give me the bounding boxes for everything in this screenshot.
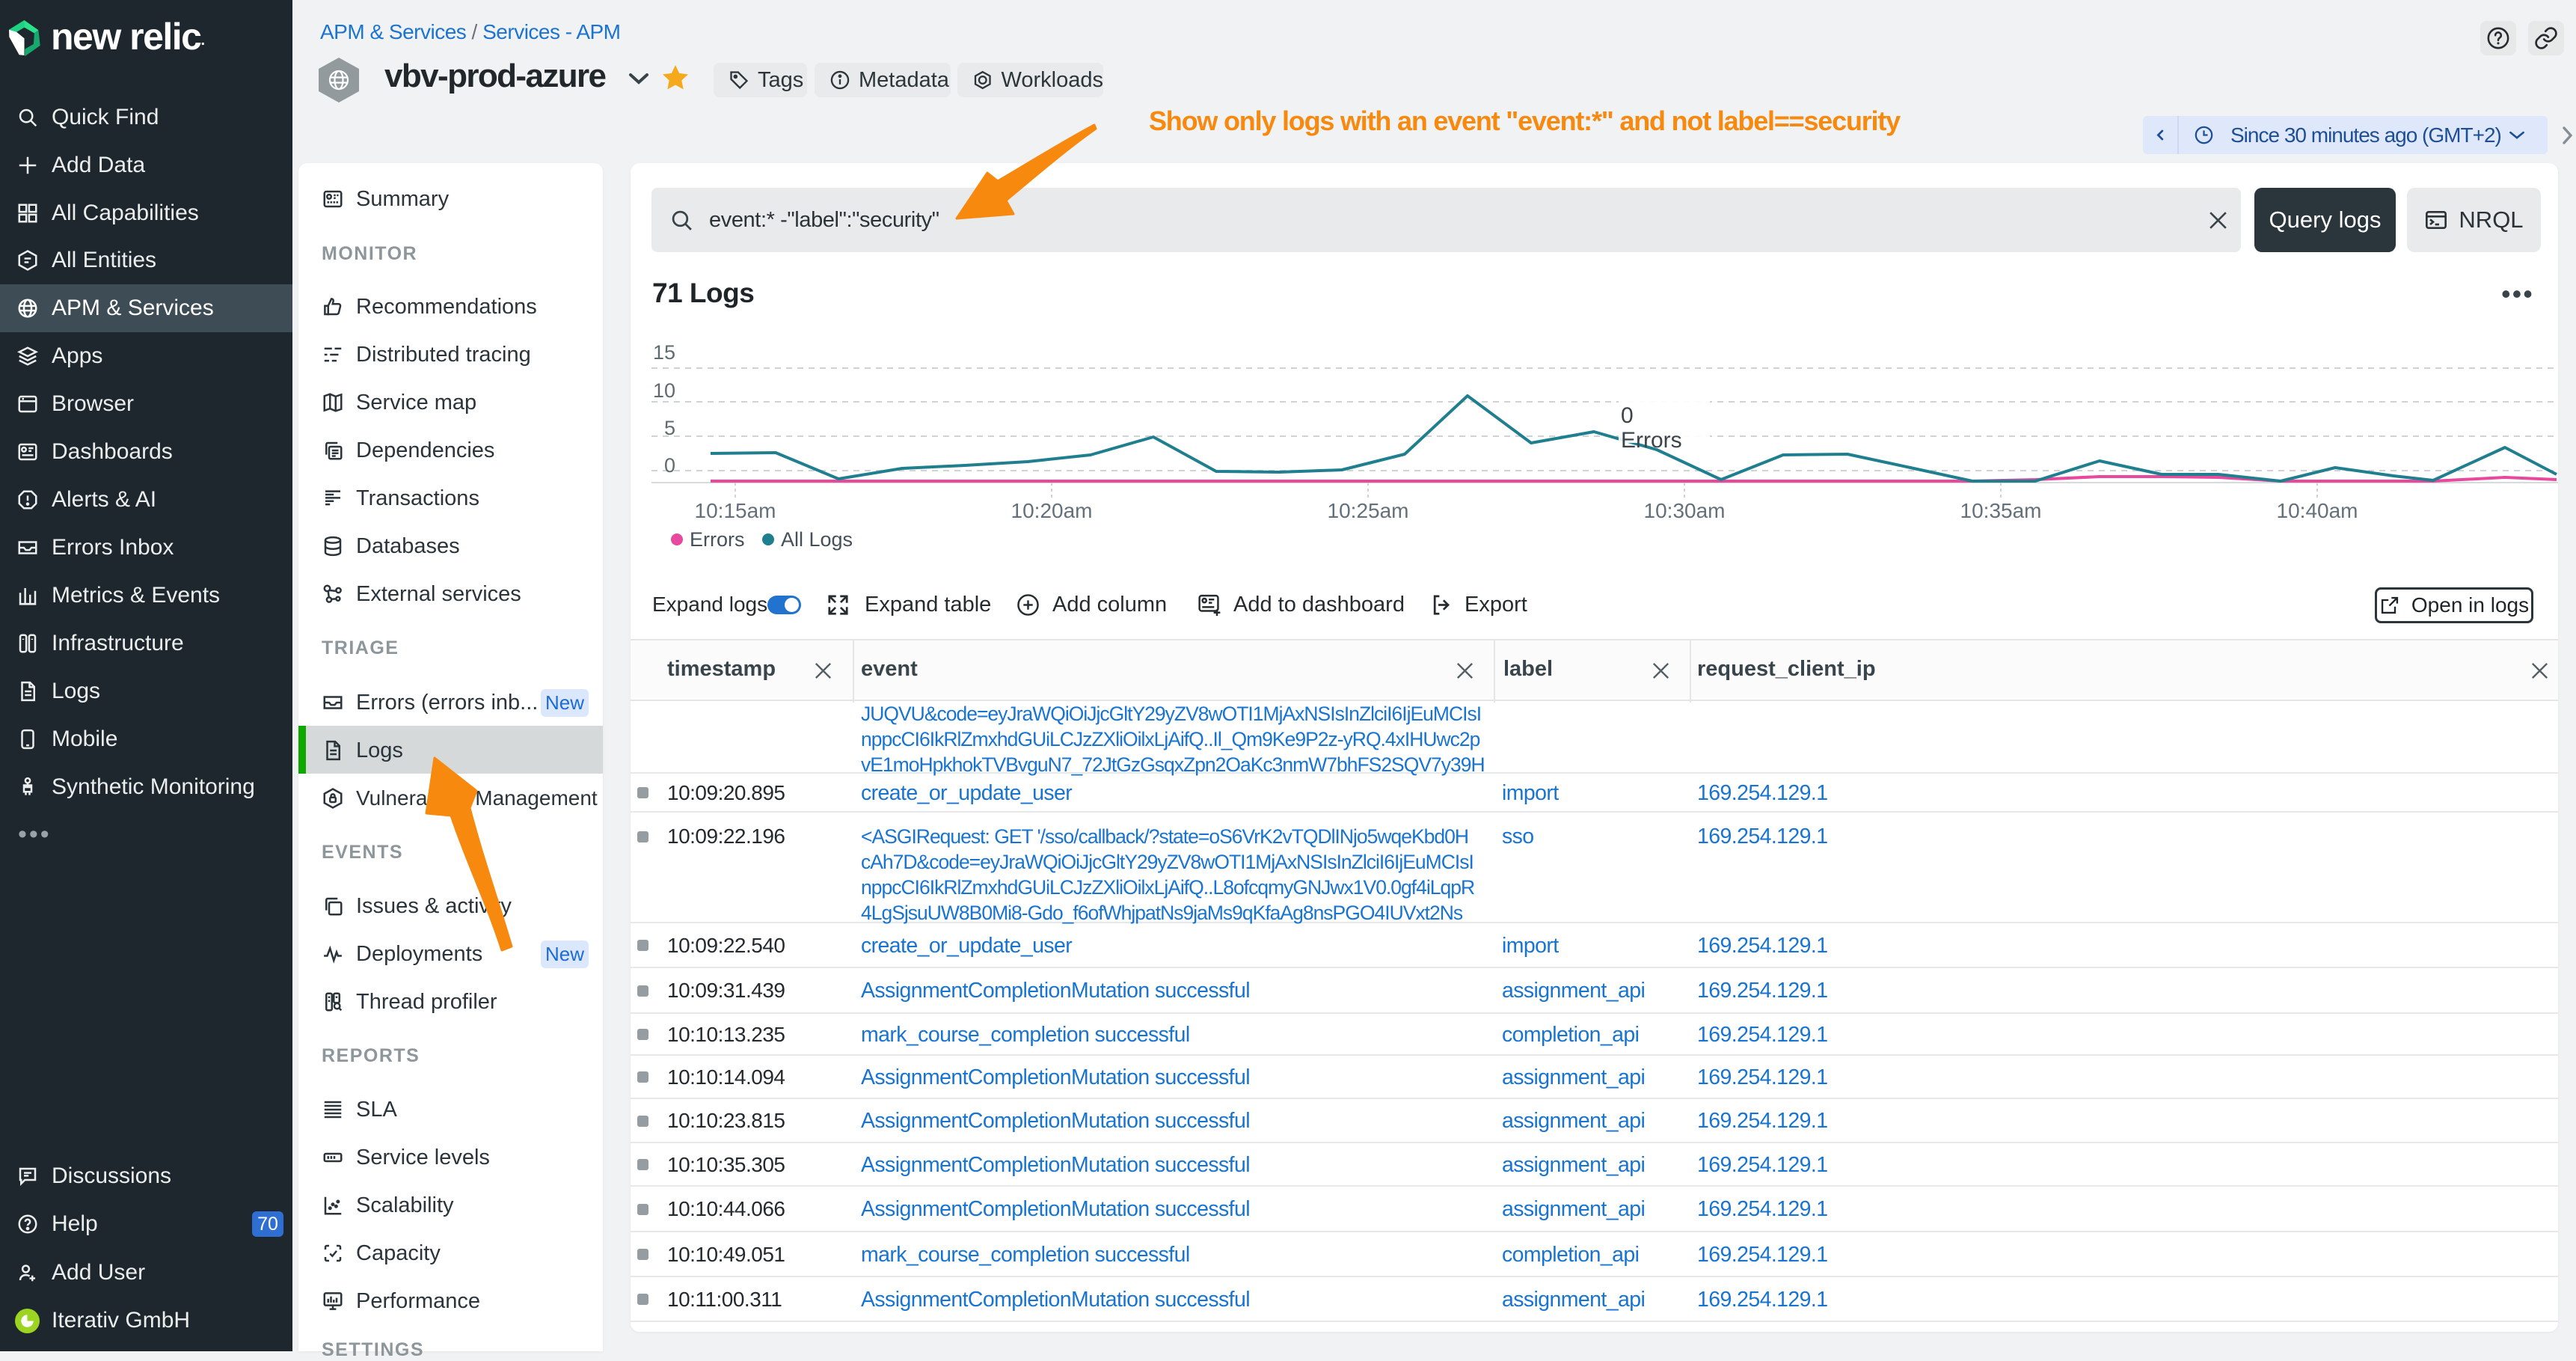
- svg-text:10:40am: 10:40am: [2277, 499, 2358, 522]
- svg-text:10:20am: 10:20am: [1011, 499, 1093, 522]
- svg-text:Errors: Errors: [1621, 428, 1682, 453]
- svg-text:15: 15: [653, 341, 675, 364]
- svg-text:5: 5: [664, 417, 675, 439]
- svg-text:10:30am: 10:30am: [1644, 499, 1726, 522]
- svg-text:0: 0: [664, 454, 675, 477]
- svg-text:10: 10: [653, 379, 675, 402]
- svg-text:Errors: Errors: [690, 528, 745, 551]
- svg-text:10:35am: 10:35am: [1960, 499, 2042, 522]
- svg-text:10:15am: 10:15am: [695, 499, 776, 522]
- svg-text:0: 0: [1621, 403, 1634, 428]
- svg-text:All Logs: All Logs: [781, 528, 853, 551]
- svg-text:10:25am: 10:25am: [1328, 499, 1409, 522]
